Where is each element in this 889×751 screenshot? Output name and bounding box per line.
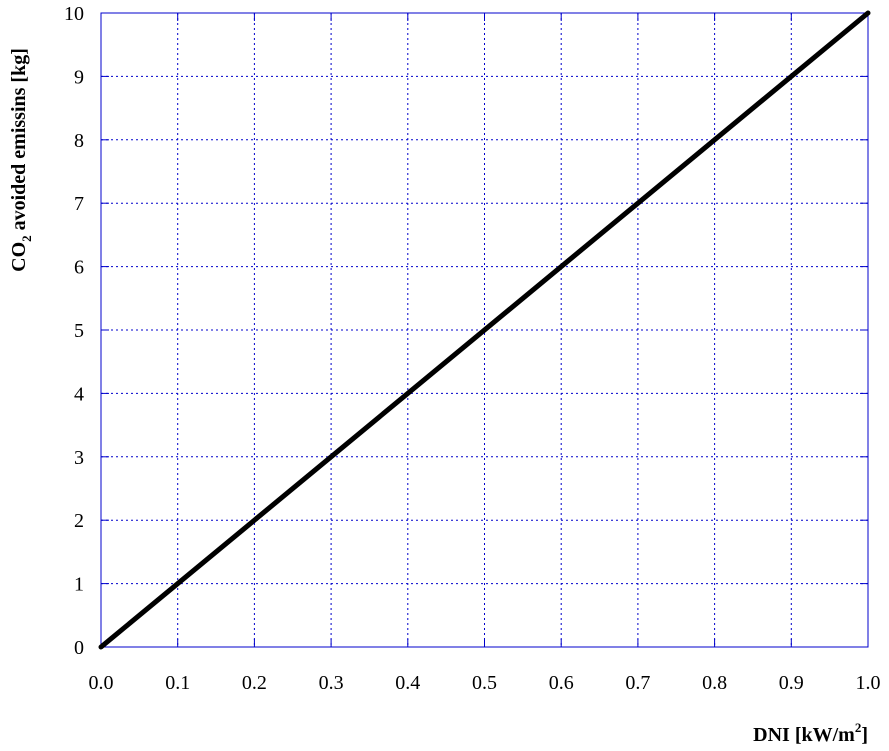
y-tick-label: 0 — [74, 637, 84, 659]
x-tick-label: 0.9 — [779, 672, 804, 694]
y-tick-label: 4 — [74, 383, 84, 405]
y-tick-label: 9 — [74, 66, 84, 88]
y-axis-title: CO2 avoided emissins [kg] — [8, 48, 34, 272]
x-axis-title-end: ] — [861, 724, 868, 746]
y-tick-label: 3 — [74, 447, 84, 469]
x-axis-title-sup: 2 — [855, 720, 862, 735]
y-tick-label: 1 — [74, 574, 84, 596]
x-tick-label: 0.0 — [89, 672, 114, 694]
y-axis-title-sub: 2 — [19, 235, 34, 242]
y-tick-label: 10 — [64, 3, 84, 25]
y-tick-label: 2 — [74, 510, 84, 532]
x-tick-label: 0.4 — [395, 672, 420, 694]
x-tick-labels: 0.0 0.1 0.2 0.3 0.4 0.5 0.6 0.7 0.8 0.9 1.0 — [89, 672, 881, 694]
x-tick-label: 0.8 — [702, 672, 727, 694]
y-tick-label: 8 — [74, 130, 84, 152]
x-tick-label: 0.1 — [165, 672, 190, 694]
y-axis-title-before: CO — [8, 242, 30, 272]
y-tick-label: 5 — [74, 320, 84, 342]
series-line — [98, 10, 871, 650]
x-tick-label: 0.2 — [242, 672, 267, 694]
x-tick-label: 1.0 — [856, 672, 881, 694]
y-tick-labels: 0 1 2 3 4 5 6 7 8 9 10 — [64, 3, 84, 659]
y-tick-label: 7 — [74, 193, 84, 215]
x-tick-label: 0.5 — [472, 672, 497, 694]
x-tick-label: 0.7 — [625, 672, 650, 694]
y-tick-label: 6 — [74, 257, 84, 279]
x-tick-label: 0.6 — [549, 672, 574, 694]
x-axis-title-main: DNI [kW/m — [753, 724, 855, 746]
x-axis-title: DNI [kW/m2] — [753, 720, 868, 746]
x-tick-label: 0.3 — [319, 672, 344, 694]
y-axis-title-after: avoided emissins [kg] — [8, 48, 30, 235]
plot-frame — [100, 12, 869, 648]
series-group — [98, 10, 871, 650]
